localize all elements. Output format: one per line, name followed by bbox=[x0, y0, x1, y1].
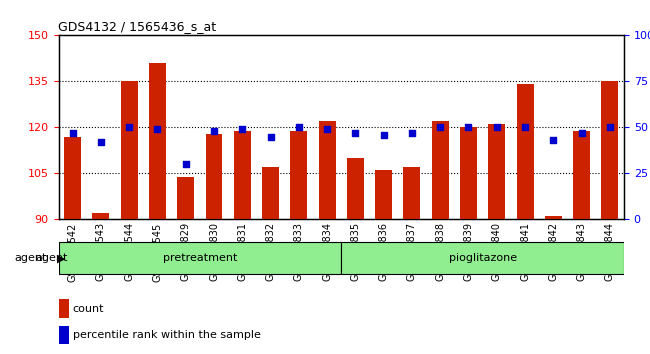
Bar bbox=[58, 326, 69, 344]
Point bbox=[96, 139, 106, 145]
Bar bbox=[573, 131, 590, 219]
Text: pioglitazone: pioglitazone bbox=[448, 253, 517, 263]
Point bbox=[548, 137, 558, 143]
Text: count: count bbox=[73, 304, 104, 314]
FancyBboxPatch shape bbox=[341, 242, 624, 274]
Text: agent: agent bbox=[36, 253, 68, 263]
Point bbox=[68, 130, 78, 136]
Text: pretreatment: pretreatment bbox=[162, 253, 237, 263]
Text: GDS4132 / 1565436_s_at: GDS4132 / 1565436_s_at bbox=[58, 20, 216, 33]
Bar bbox=[149, 63, 166, 219]
Bar bbox=[460, 127, 477, 219]
Point bbox=[294, 125, 304, 130]
Point bbox=[124, 125, 135, 130]
Point bbox=[435, 125, 445, 130]
Text: ▶: ▶ bbox=[57, 253, 66, 263]
Point bbox=[577, 130, 587, 136]
Bar bbox=[177, 177, 194, 219]
Bar bbox=[262, 167, 279, 219]
FancyBboxPatch shape bbox=[58, 242, 341, 274]
Point bbox=[237, 126, 248, 132]
Bar bbox=[205, 133, 222, 219]
Bar bbox=[432, 121, 448, 219]
Point bbox=[378, 132, 389, 138]
Bar bbox=[601, 81, 618, 219]
Bar bbox=[92, 213, 109, 219]
Bar bbox=[58, 299, 69, 318]
Bar bbox=[291, 131, 307, 219]
Point bbox=[181, 161, 191, 167]
Text: percentile rank within the sample: percentile rank within the sample bbox=[73, 330, 261, 340]
Bar bbox=[121, 81, 138, 219]
Point bbox=[604, 125, 615, 130]
Point bbox=[265, 134, 276, 139]
Point bbox=[322, 126, 332, 132]
Point bbox=[520, 125, 530, 130]
Point bbox=[463, 125, 474, 130]
Bar bbox=[64, 137, 81, 219]
Point bbox=[209, 128, 219, 134]
Point bbox=[491, 125, 502, 130]
Bar bbox=[545, 216, 562, 219]
Bar bbox=[234, 131, 251, 219]
Bar bbox=[375, 170, 392, 219]
Text: agent: agent bbox=[15, 253, 47, 263]
Point bbox=[350, 130, 361, 136]
Bar bbox=[488, 124, 505, 219]
Bar bbox=[517, 85, 534, 219]
Bar bbox=[318, 121, 335, 219]
Point bbox=[152, 126, 162, 132]
Point bbox=[407, 130, 417, 136]
Bar bbox=[404, 167, 421, 219]
Bar bbox=[347, 158, 364, 219]
